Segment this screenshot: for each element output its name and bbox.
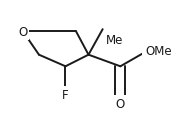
- Text: Me: Me: [106, 33, 124, 46]
- Text: F: F: [62, 88, 69, 101]
- Text: OMe: OMe: [145, 44, 172, 57]
- Text: O: O: [116, 97, 125, 110]
- Text: O: O: [144, 44, 153, 57]
- Text: O: O: [18, 26, 28, 39]
